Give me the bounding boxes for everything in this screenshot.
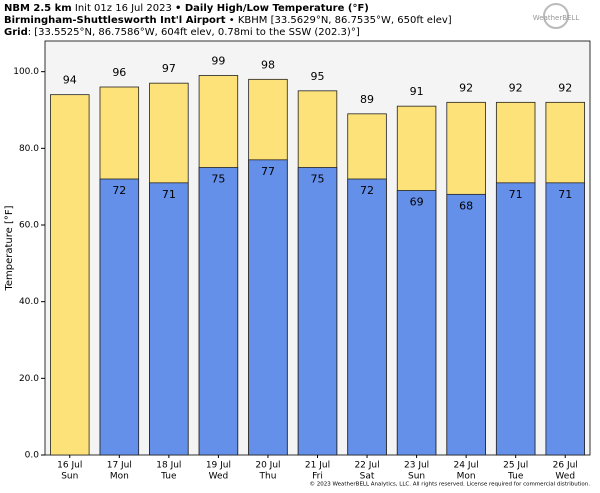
x-tick-label: 20 Jul — [255, 461, 280, 471]
chart-title: • Daily High/Low Temperature (°F) — [175, 3, 369, 14]
data-label: 95 — [311, 70, 325, 83]
x-tick-sublabel: Thu — [259, 472, 277, 482]
x-tick-label: 25 Jul — [503, 461, 528, 471]
data-label: 71 — [509, 188, 523, 201]
data-label: 98 — [261, 58, 275, 71]
x-tick-sublabel: Fri — [312, 472, 323, 482]
data-label: 71 — [558, 188, 572, 201]
x-tick-label: 19 Jul — [206, 461, 231, 471]
x-tick-label: 26 Jul — [553, 461, 578, 471]
y-tick-label: 20.0 — [19, 374, 39, 384]
header-line-1: NBM 2.5 km Init 01z 16 Jul 2023 • Daily … — [4, 3, 369, 14]
station-info: • KBHM [33.5629°N, 86.7535°W, 650ft elev… — [229, 15, 452, 26]
y-tick-label: 60.0 — [19, 221, 39, 231]
logo: WeatherBELL — [533, 14, 580, 22]
y-axis-label: Temperature [°F] — [4, 205, 15, 291]
bar — [198, 167, 239, 456]
data-label: 75 — [211, 173, 225, 186]
bar — [545, 182, 585, 456]
x-tick-sublabel: Tue — [507, 472, 524, 482]
copyright: © 2023 WeatherBELL Analytics, LLC. All r… — [310, 481, 591, 488]
data-label: 99 — [211, 55, 225, 68]
data-label: 77 — [261, 165, 275, 178]
x-tick-label: 22 Jul — [354, 461, 379, 471]
header-line-3: Grid: [33.5525°N, 86.7586°W, 604ft elev,… — [4, 27, 360, 38]
data-label: 92 — [509, 81, 523, 94]
bar — [99, 178, 140, 456]
bar — [248, 159, 288, 456]
header-line-2: Birmingham-Shuttlesworth Int'l Airport •… — [4, 15, 452, 26]
data-label: 68 — [459, 199, 473, 212]
x-tick-sublabel: Wed — [555, 472, 575, 482]
bar — [495, 182, 536, 456]
x-tick-label: 18 Jul — [156, 461, 181, 471]
x-tick-sublabel: Sun — [408, 472, 425, 482]
data-label: 91 — [410, 85, 424, 98]
data-label: 96 — [112, 66, 126, 79]
y-tick-label: 80.0 — [19, 144, 39, 154]
x-tick-label: 24 Jul — [454, 461, 479, 471]
bar — [347, 178, 387, 456]
bar — [149, 182, 189, 456]
data-label: 69 — [410, 196, 424, 209]
x-tick-sublabel: Wed — [209, 472, 229, 482]
bar — [297, 167, 338, 456]
y-tick-label: 100.0 — [13, 67, 39, 77]
x-tick-label: 21 Jul — [305, 461, 330, 471]
y-tick-label: 40.0 — [19, 297, 39, 307]
data-label: 89 — [360, 93, 374, 106]
data-label: 72 — [360, 184, 374, 197]
data-label: 71 — [162, 188, 176, 201]
x-tick-label: 17 Jul — [107, 461, 132, 471]
x-tick-sublabel: Mon — [457, 472, 476, 482]
x-tick-sublabel: Sat — [360, 472, 375, 482]
bar — [396, 190, 437, 456]
data-label: 92 — [558, 81, 572, 94]
logo-mark — [543, 3, 569, 29]
x-tick-label: 16 Jul — [57, 461, 82, 471]
grid-label: Grid — [4, 27, 28, 38]
data-label: 94 — [63, 74, 77, 87]
data-label: 97 — [162, 62, 176, 75]
y-tick-label: 0.0 — [25, 451, 40, 461]
data-label: 72 — [112, 184, 126, 197]
model: NBM 2.5 km — [4, 3, 72, 14]
data-label: 92 — [459, 81, 473, 94]
grid-info: : [33.5525°N, 86.7586°W, 604ft elev, 0.7… — [28, 27, 360, 38]
station: Birmingham-Shuttlesworth Int'l Airport — [4, 15, 226, 26]
bar — [446, 193, 486, 456]
init: Init 01z 16 Jul 2023 — [75, 3, 172, 14]
data-label: 75 — [311, 173, 325, 186]
x-tick-sublabel: Tue — [160, 472, 177, 482]
bar — [50, 94, 90, 456]
x-tick-label: 23 Jul — [404, 461, 429, 471]
x-tick-sublabel: Sun — [61, 472, 78, 482]
x-tick-sublabel: Mon — [110, 472, 129, 482]
